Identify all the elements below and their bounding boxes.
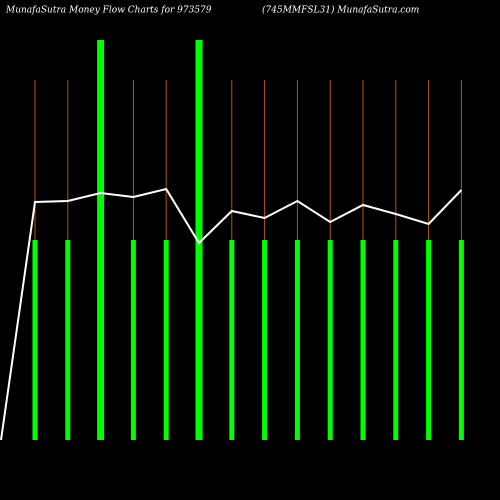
bar	[229, 240, 235, 440]
bar	[327, 240, 333, 440]
bar	[65, 240, 71, 440]
bar	[360, 240, 366, 440]
chart-title: MunafaSutra Money Flow Charts for 973579	[5, 6, 212, 16]
bar	[163, 240, 169, 440]
chart-subtitle: (745MMFSL31) MunafaSutra.com	[262, 5, 419, 16]
bar	[130, 240, 136, 440]
bar	[458, 240, 464, 440]
bar	[393, 240, 399, 440]
bar	[97, 40, 105, 440]
bar	[426, 240, 432, 440]
bar	[262, 240, 268, 440]
bar	[32, 240, 38, 440]
bar	[294, 240, 300, 440]
money-flow-line	[0, 187, 463, 441]
bar	[195, 40, 203, 440]
